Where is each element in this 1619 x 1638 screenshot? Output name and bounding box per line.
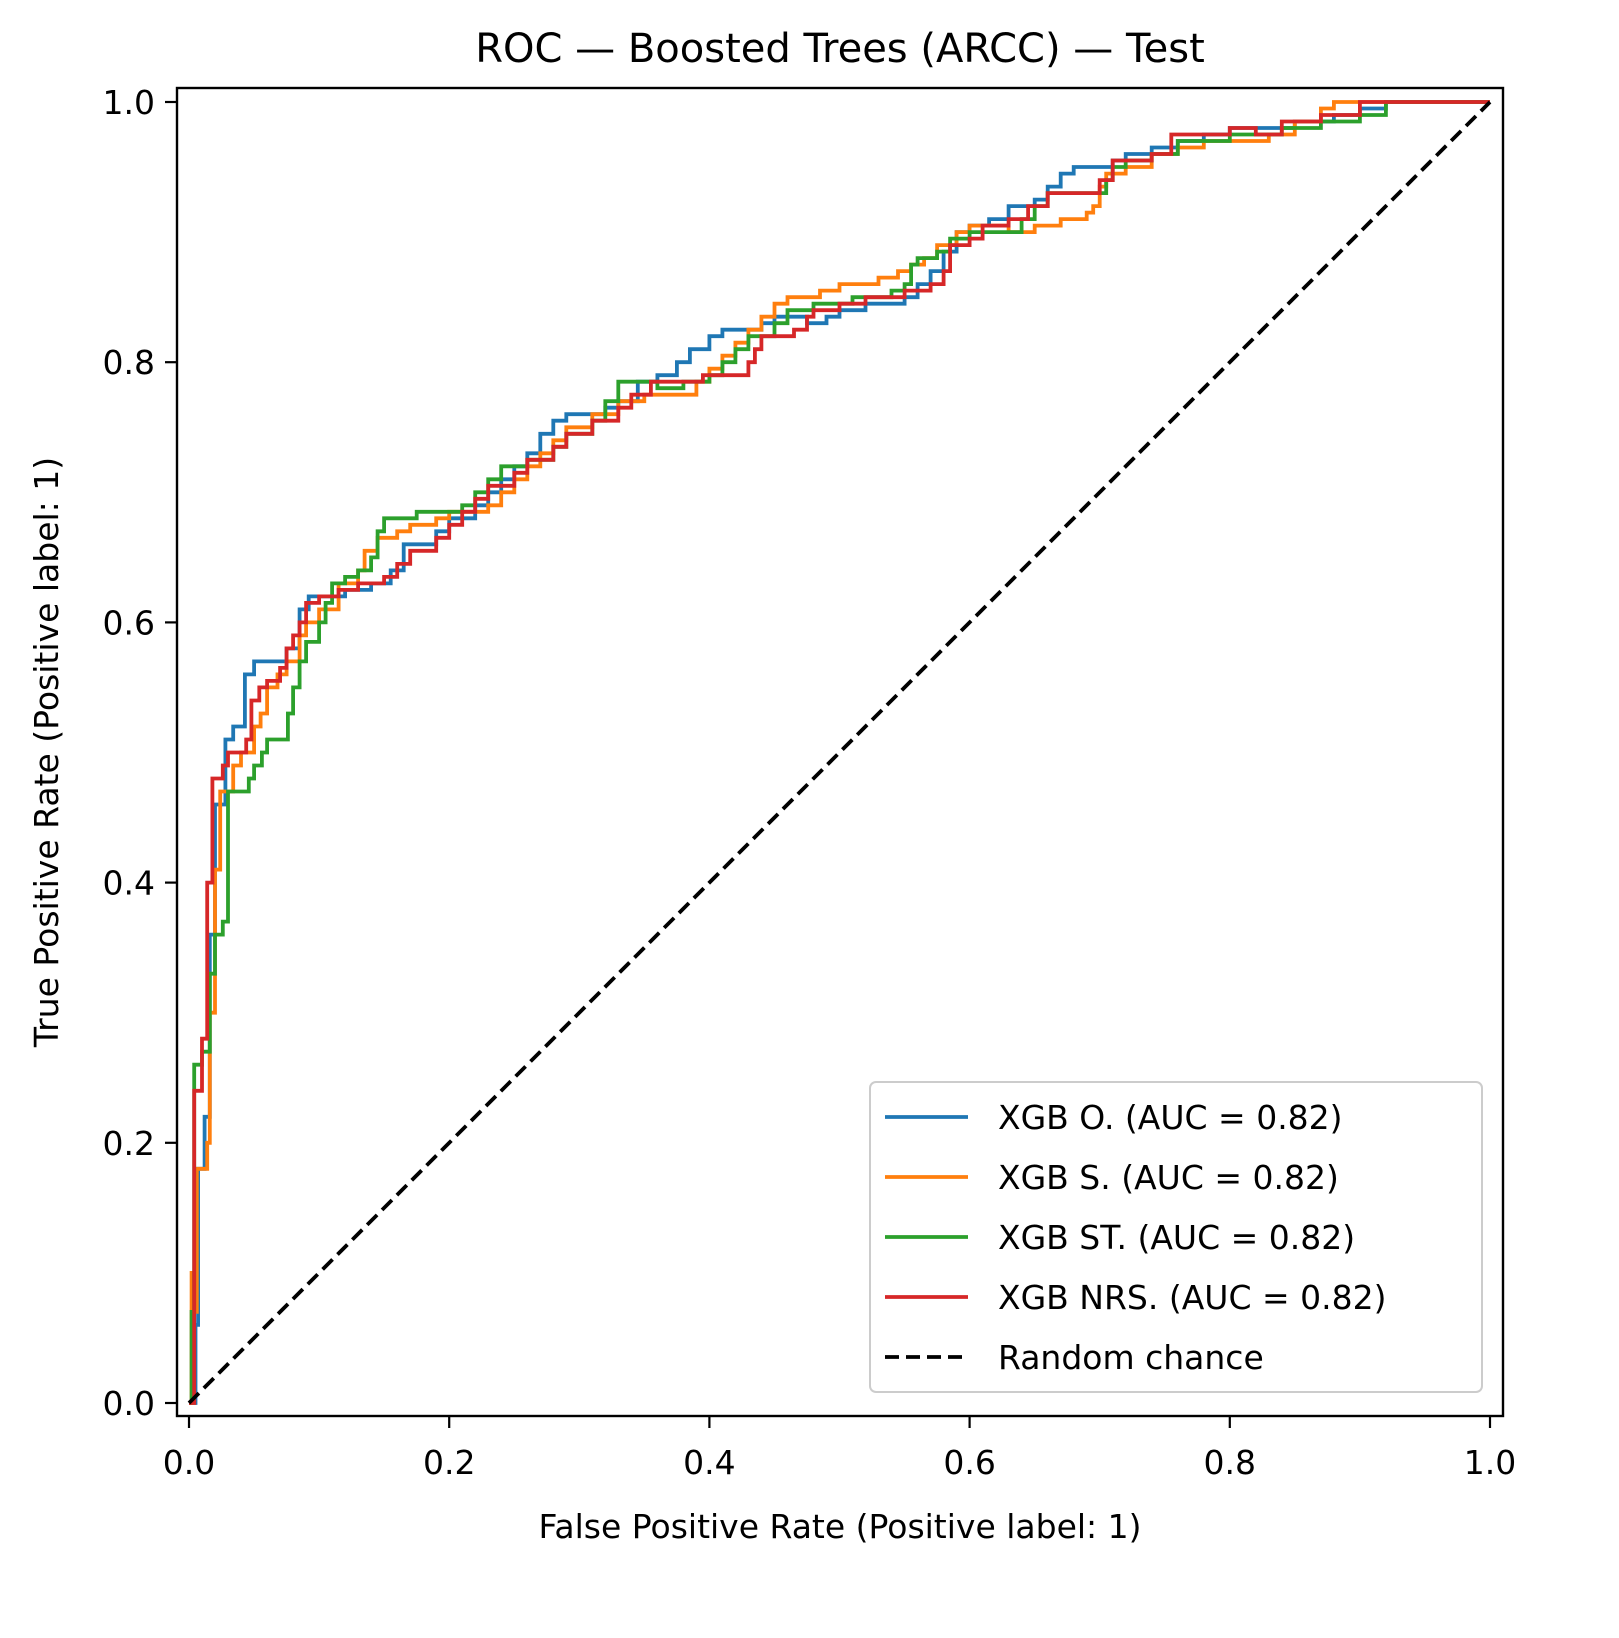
legend-box	[869, 1081, 1483, 1393]
legend-label: XGB O. (AUC = 0.82)	[998, 1098, 1343, 1137]
legend-item-xgb-nrs: XGB NRS. (AUC = 0.82)	[885, 1278, 1386, 1317]
y-tick-label: 0.0	[103, 1384, 155, 1423]
legend-label: XGB NRS. (AUC = 0.82)	[998, 1278, 1386, 1317]
legend-item-xgb-o: XGB O. (AUC = 0.82)	[885, 1098, 1343, 1137]
y-tick-label: 0.6	[103, 603, 155, 642]
series-layer	[187, 100, 1492, 1405]
legend-item-xgb-s: XGB S. (AUC = 0.82)	[885, 1158, 1339, 1197]
legend-item-random-chance: Random chance	[885, 1338, 1264, 1377]
y-tick-label: 0.8	[103, 343, 155, 382]
series-line-xgb-o	[189, 100, 1490, 1405]
legend: XGB O. (AUC = 0.82) XGB S. (AUC = 0.82) XG…	[869, 1081, 1483, 1393]
y-tick-label: 1.0	[103, 83, 155, 122]
x-tick-label: 0.6	[943, 1443, 995, 1482]
x-axis-label: False Positive Rate (Positive label: 1)	[538, 1507, 1141, 1546]
plot-frame	[175, 86, 1505, 1418]
y-tick-label: 0.4	[103, 864, 155, 903]
x-tick-label: 0.4	[683, 1443, 735, 1482]
series-line-random-chance	[187, 100, 1492, 1405]
x-axis: 0.0 0.2 0.4 0.6 0.8 1.0	[163, 1416, 1516, 1482]
y-tick-label: 0.2	[103, 1124, 155, 1163]
y-axis: 0.0 0.2 0.4 0.6 0.8 1.0	[103, 83, 177, 1423]
legend-label: Random chance	[998, 1338, 1264, 1377]
y-axis-label: True Positive Rate (Positive label: 1)	[27, 457, 66, 1048]
legend-label: XGB ST. (AUC = 0.82)	[998, 1218, 1355, 1257]
series-line-xgb-nrs	[189, 100, 1490, 1405]
legend-label: XGB S. (AUC = 0.82)	[998, 1158, 1339, 1197]
x-tick-label: 0.2	[423, 1443, 475, 1482]
legend-item-xgb-st: XGB ST. (AUC = 0.82)	[885, 1218, 1355, 1257]
x-tick-label: 1.0	[1464, 1443, 1516, 1482]
chart-title: ROC — Boosted Trees (ARCC) — Test	[475, 26, 1205, 72]
x-tick-label: 0.0	[163, 1443, 215, 1482]
x-tick-label: 0.8	[1204, 1443, 1256, 1482]
